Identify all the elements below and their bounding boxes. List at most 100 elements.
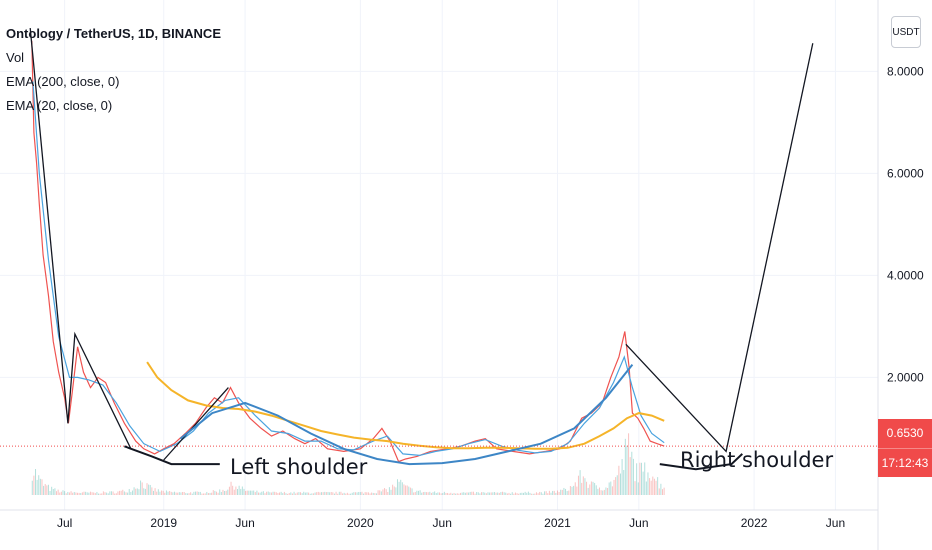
- volume-bar: [167, 491, 169, 495]
- indicator-ema-200[interactable]: EMA (200, close, 0): [6, 74, 120, 89]
- volume-bar: [584, 478, 586, 495]
- volume-bar: [186, 493, 188, 495]
- bar-countdown: 17:12:43: [881, 456, 929, 470]
- volume-bar: [296, 492, 298, 495]
- volume-bar: [283, 491, 285, 495]
- volume-bar: [594, 482, 596, 495]
- volume-bar: [542, 493, 544, 495]
- volume-bar: [188, 493, 190, 495]
- volume-bar: [424, 491, 426, 495]
- volume-bar: [180, 492, 182, 495]
- volume-bar: [199, 491, 201, 495]
- volume-bar: [476, 492, 478, 495]
- shoulder-base[interactable]: [124, 445, 220, 466]
- volume-bar: [647, 472, 649, 495]
- volume-bar: [618, 465, 620, 495]
- volume-bar: [201, 493, 203, 495]
- volume-bar: [527, 491, 529, 495]
- volume-bar: [211, 492, 213, 495]
- volume-bar: [608, 482, 610, 495]
- cup-curve[interactable]: [179, 363, 634, 466]
- volume-bar: [573, 485, 575, 495]
- volume-bar: [183, 492, 185, 495]
- volume-bar: [131, 490, 133, 495]
- shoulder-base[interactable]: [659, 453, 743, 471]
- volume-bar: [411, 488, 413, 495]
- currency-button[interactable]: USDT: [891, 16, 921, 48]
- volume-bar: [400, 479, 402, 495]
- indicator-ema-20[interactable]: EMA (20, close, 0): [6, 98, 113, 113]
- volume-bar: [545, 491, 547, 495]
- volume-bar: [94, 493, 96, 495]
- volume-bar: [83, 491, 85, 495]
- volume-bar: [600, 490, 602, 495]
- volume-bar: [565, 488, 567, 495]
- volume-bar: [535, 492, 537, 495]
- volume-bar: [149, 484, 151, 495]
- volume-bar: [521, 492, 523, 495]
- time-scale[interactable]: Jul 2019 Jun 2020 Jun 2021 Jun 2022 Jun: [57, 516, 845, 530]
- volume-bar: [492, 492, 494, 495]
- indicator-volume[interactable]: Vol: [6, 50, 25, 65]
- volume-bar: [332, 492, 334, 495]
- volume-bar: [607, 487, 609, 495]
- volume-bar: [175, 492, 177, 495]
- volume-bar: [298, 492, 300, 495]
- x-tick-label: 2020: [347, 516, 374, 530]
- volume-bar: [458, 493, 460, 495]
- volume-bar: [631, 451, 633, 495]
- volume-bar: [477, 492, 479, 495]
- volume-bar: [598, 487, 600, 495]
- volume-bar: [626, 445, 628, 495]
- volume-bar: [319, 492, 321, 495]
- volume-bar: [49, 491, 51, 495]
- volume-bar: [106, 492, 108, 495]
- volume-bar: [568, 490, 570, 495]
- symbol-title[interactable]: Ontology / TetherUS, 1D, BINANCE: [6, 26, 221, 41]
- volume-bar: [269, 492, 271, 495]
- volume-bar: [569, 486, 571, 495]
- volume-bar: [170, 491, 172, 495]
- volume-bar: [432, 492, 434, 495]
- volume-bar: [547, 493, 549, 495]
- price-scale[interactable]: 2.0000 4.0000 6.0000 8.0000: [887, 64, 924, 384]
- volume-bar: [31, 480, 33, 495]
- volume-bar: [190, 492, 192, 495]
- volume-bar: [122, 489, 124, 495]
- volume-bar: [152, 490, 154, 495]
- volume-bar: [602, 490, 604, 495]
- volume-bar: [89, 491, 91, 495]
- volume-bar: [39, 478, 41, 495]
- volume-bar: [442, 493, 444, 495]
- volume-bar: [287, 493, 289, 495]
- volume-bar: [611, 486, 613, 495]
- volume-bar: [127, 492, 129, 495]
- volume-bar: [624, 438, 626, 495]
- volume-bar: [60, 491, 62, 495]
- volume-bar: [56, 491, 58, 495]
- volume-bar: [472, 491, 474, 495]
- volume-bar: [582, 476, 584, 495]
- volume-bar: [330, 491, 332, 495]
- volume-bar: [632, 458, 634, 495]
- volume-bar: [426, 492, 428, 495]
- volume-bar: [123, 491, 125, 495]
- volume-bar: [493, 492, 495, 495]
- volume-bar: [561, 489, 563, 495]
- trend-line[interactable]: [163, 387, 229, 461]
- volume-bar: [466, 492, 468, 495]
- volume-bar: [637, 482, 639, 495]
- volume-bar: [191, 493, 193, 495]
- x-tick-label: Jul: [57, 516, 72, 530]
- volume-bar: [43, 485, 45, 495]
- volume-bar: [222, 489, 224, 495]
- volume-bar: [469, 491, 471, 495]
- trend-line[interactable]: [29, 28, 132, 450]
- trend-line[interactable]: [625, 43, 814, 453]
- volume-bar: [342, 493, 344, 495]
- volume-bar: [277, 492, 279, 495]
- volume-bar: [112, 491, 114, 495]
- volume-bar: [241, 486, 243, 495]
- volume-bar: [266, 491, 268, 495]
